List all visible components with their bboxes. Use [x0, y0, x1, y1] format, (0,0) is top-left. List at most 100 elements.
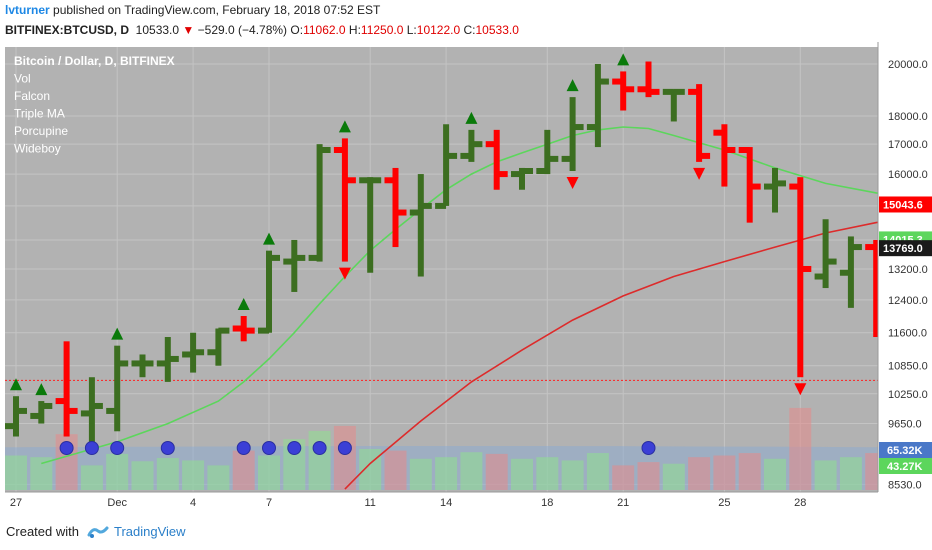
- ohlc-open: [485, 141, 497, 148]
- y-tick-label: 9650.0: [888, 419, 922, 431]
- ohlc-close: [471, 141, 483, 148]
- ohlc-close: [294, 254, 306, 261]
- buy-signal-triangle: [338, 120, 351, 133]
- ohlc-bar: [637, 61, 660, 98]
- ohlc-open: [789, 183, 801, 190]
- ohlc-close: [673, 88, 685, 95]
- ohlc-open: [536, 167, 548, 174]
- ohlc-bar: [131, 354, 154, 378]
- ohlc-bar: [561, 97, 584, 171]
- ohlc-bar: [738, 146, 761, 223]
- ohlc-range: [13, 396, 19, 437]
- price-change: −529.0 (−4.78%): [197, 23, 288, 37]
- close-label: C:: [463, 23, 476, 37]
- ohlc-bar: [839, 236, 862, 308]
- indicator-dot: [312, 441, 327, 455]
- ohlc-bar: [308, 144, 331, 262]
- ohlc-range: [696, 84, 703, 162]
- tradingview-logo-icon: [87, 526, 109, 538]
- volume-bar: [637, 462, 660, 490]
- y-tick-label: 20000.0: [888, 59, 928, 71]
- legend-item: Falcon: [14, 89, 50, 103]
- ohlc-bar: [511, 167, 533, 190]
- y-tick-label: 18000.0: [888, 111, 928, 123]
- ohlc-close: [648, 88, 660, 95]
- ohlc-close: [243, 327, 255, 334]
- ohlc-bar: [359, 177, 382, 273]
- last-price: 10533.0: [135, 23, 180, 37]
- y-tick-label: 13200.0: [888, 264, 928, 276]
- volume-bar: [612, 465, 635, 490]
- volume-bar: [561, 460, 584, 490]
- x-tick-label: 28: [794, 497, 806, 509]
- volume-bar: [30, 457, 53, 490]
- x-tick-label: 7: [266, 497, 272, 509]
- x-tick-label: 27: [10, 497, 22, 509]
- indicator-dot: [262, 441, 276, 455]
- ohlc-range: [822, 219, 829, 289]
- volume-bar: [232, 450, 255, 490]
- ohlc-open: [258, 327, 269, 334]
- author-link[interactable]: lvturner: [5, 3, 50, 17]
- ohlc-range: [493, 129, 500, 190]
- ohlc-open: [156, 360, 168, 367]
- volume-bar: [182, 460, 205, 490]
- ohlc-close: [319, 146, 331, 153]
- price-chart[interactable]: Bitcoin / Dollar, D, BITFINEX Vol Falcon Tr…: [0, 42, 932, 512]
- ohlc-close: [572, 124, 584, 131]
- sell-signal-triangle: [566, 176, 579, 189]
- ohlc-open: [80, 410, 92, 417]
- ohlc-bar: [182, 332, 205, 373]
- ohlc-open: [30, 412, 42, 419]
- ohlc-close: [724, 146, 736, 153]
- ohlc-close: [496, 171, 508, 178]
- ohlc-bar: [283, 239, 306, 292]
- symbol-label: BITFINEX:BTCUSD, D: [5, 23, 129, 37]
- volume-bar: [131, 461, 154, 490]
- y-tick-label: 17000.0: [888, 139, 928, 151]
- volume-bar: [814, 460, 837, 490]
- volume-tag-background: [879, 442, 932, 458]
- ohlc-range: [316, 144, 323, 262]
- ohlc-range: [392, 167, 399, 248]
- ohlc-range: [645, 61, 652, 98]
- ohlc-close: [547, 155, 559, 162]
- volume-bar: [536, 457, 559, 490]
- ohlc-open: [814, 273, 826, 280]
- ohlc-open: [106, 407, 118, 414]
- ohlc-close: [850, 244, 862, 251]
- publish-line: lvturner published on TradingView.com, F…: [5, 3, 380, 17]
- ohlc-close: [66, 407, 78, 414]
- open-value: 11062.0: [303, 23, 346, 37]
- ohlc-open: [5, 423, 16, 430]
- price-axis-background: [878, 42, 932, 512]
- ohlc-close: [699, 152, 711, 159]
- volume-bar: [511, 458, 533, 490]
- ohlc-open: [283, 258, 295, 265]
- moving-average-slow: [344, 214, 932, 490]
- indicator-dot: [59, 441, 74, 455]
- ohlc-close: [41, 402, 53, 409]
- ohlc-close: [825, 258, 837, 265]
- indicator-dot: [337, 441, 352, 455]
- ohlc-close: [446, 152, 458, 159]
- ohlc-bar: [106, 345, 129, 432]
- sell-signal-triangle: [693, 167, 706, 180]
- ohlc-close: [395, 209, 407, 216]
- ohlc-bar: [814, 219, 837, 289]
- x-tick-label: 18: [541, 497, 553, 509]
- ohlc-close: [16, 407, 27, 414]
- ohlc-open: [207, 349, 219, 356]
- ohlc-open: [612, 78, 624, 85]
- volume-bar: [789, 407, 812, 490]
- buy-signal-triangle: [263, 232, 275, 245]
- open-label: O:: [290, 23, 304, 37]
- ohlc-range: [367, 177, 374, 273]
- price-tag-label: 15043.6: [883, 199, 923, 211]
- tradingview-brand-link[interactable]: TradingView: [113, 524, 186, 539]
- y-tick-label: 10850.0: [888, 361, 928, 373]
- x-tick-label: 25: [718, 497, 730, 509]
- volume-bar: [333, 425, 356, 490]
- volume-tag-label: 43.27K: [887, 461, 923, 473]
- ohlc-range: [443, 124, 450, 206]
